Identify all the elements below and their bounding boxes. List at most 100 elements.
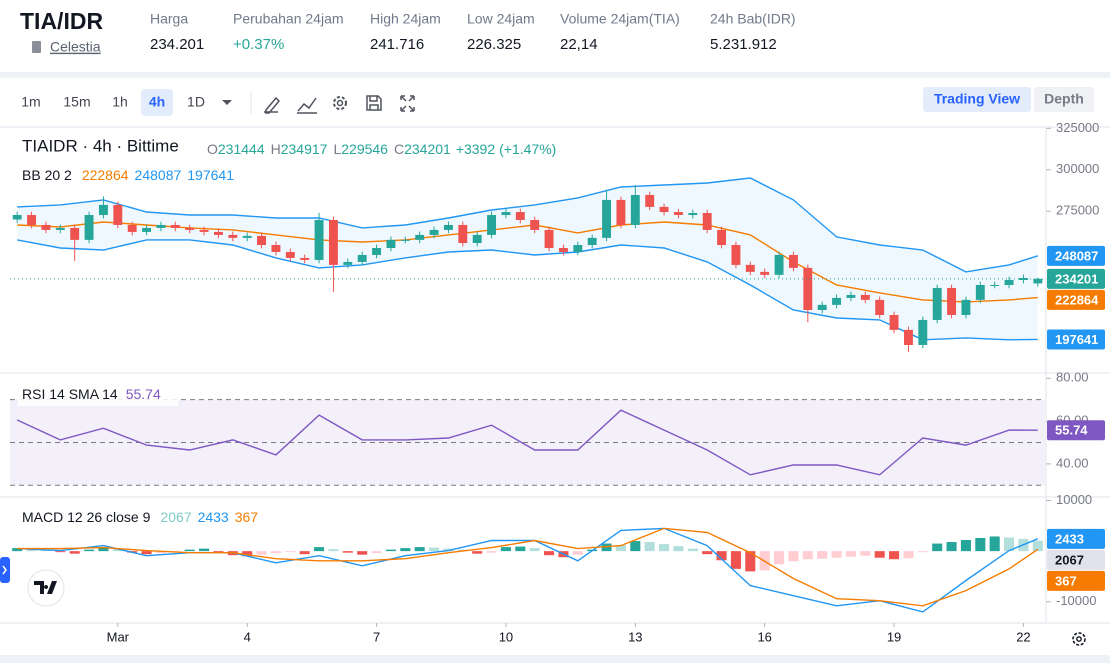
candle-body <box>185 227 195 230</box>
interval-button[interactable]: 15m <box>63 94 90 110</box>
candle-body <box>573 245 583 252</box>
interval-button[interactable]: 1h <box>112 94 128 110</box>
macd-histogram-bar <box>702 551 713 555</box>
draw-tool-icon[interactable] <box>264 96 281 114</box>
view-tab-label: Trading View <box>934 91 1020 107</box>
interval-dropdown[interactable] <box>222 100 232 105</box>
x-tick-label: 7 <box>373 629 380 644</box>
legend-row: BB 20 2 222864 248087 197641 <box>22 167 234 183</box>
y-tick-label: 10000 <box>1056 492 1092 507</box>
macd-histogram-bar <box>730 551 741 569</box>
interval-button[interactable]: 1D <box>187 94 205 110</box>
macd-histogram-bar <box>314 547 325 552</box>
chart-settings-core <box>1076 636 1082 642</box>
price-badge <box>1047 329 1105 350</box>
signal-line <box>17 527 1039 607</box>
candle-body <box>257 235 267 246</box>
price-badge-label: 55.74 <box>1055 423 1088 438</box>
macd-histogram-bar <box>12 548 23 552</box>
candle-body <box>817 304 827 311</box>
candle-body <box>271 245 281 252</box>
candle-body <box>1004 279 1014 285</box>
price-badge <box>1047 528 1105 549</box>
stat-label: Perubahan 24jam <box>233 11 344 27</box>
legend-row: MACD 12 26 close 9 2067 2433 367 <box>22 509 258 525</box>
legend-item: 229546 <box>341 141 388 157</box>
settings-icon[interactable] <box>333 96 347 110</box>
candle-body <box>213 231 223 235</box>
candle-body <box>415 234 425 240</box>
candle-body <box>587 237 597 246</box>
macd-histogram-bar <box>946 542 957 552</box>
candle-body <box>717 229 727 246</box>
coin-link[interactable]: Celestia <box>50 39 101 55</box>
view-tab[interactable] <box>1034 87 1094 112</box>
candle-body <box>645 194 655 207</box>
ticker-header <box>0 0 1110 72</box>
macd-histogram-bar <box>213 551 224 553</box>
price-badge-label: 222864 <box>1055 292 1099 307</box>
macd-histogram-bar <box>932 543 943 552</box>
macd-histogram-bar <box>256 551 267 555</box>
candle-body <box>41 224 51 230</box>
macd-histogram-bar <box>472 551 483 554</box>
coin-icon <box>32 41 41 53</box>
macd-histogram-bar <box>486 551 497 553</box>
candle-body <box>242 235 252 238</box>
candle-body <box>947 287 957 315</box>
candle-body <box>558 248 568 252</box>
side-panel-toggle[interactable] <box>0 557 10 583</box>
macd-histogram-bar <box>40 550 51 552</box>
macd-histogram-bar <box>55 551 66 553</box>
price-badge <box>1047 289 1105 310</box>
macd-histogram-bar <box>26 549 37 552</box>
chart-settings-icon[interactable] <box>1072 632 1086 646</box>
indicator-icon[interactable] <box>297 97 317 114</box>
candle-body <box>702 213 712 230</box>
x-tick-label: 4 <box>244 629 251 644</box>
chart-area <box>0 128 1110 655</box>
price-badge-label: 2433 <box>1055 531 1084 546</box>
macd-histogram-bar <box>817 551 828 559</box>
chart-title: TIAIDR · 4h · Bittime <box>22 136 179 155</box>
stat-label: High 24jam <box>370 11 441 27</box>
candle-body <box>199 229 209 232</box>
macd-histogram-bar <box>385 549 396 552</box>
legend-item: C <box>394 141 404 157</box>
candle-body <box>832 297 842 305</box>
candle-body <box>515 212 525 220</box>
candle-body <box>127 224 137 232</box>
price-badge <box>1047 549 1105 570</box>
stat-value: 234.201 <box>150 36 204 53</box>
candle-body <box>602 199 612 238</box>
price-badge <box>1047 268 1105 289</box>
candle-body <box>70 227 80 240</box>
candle-body <box>803 267 813 311</box>
legend-item: 234917 <box>281 141 328 157</box>
price-badge <box>1047 420 1105 441</box>
x-tick-label: 13 <box>628 629 642 644</box>
macd-histogram-bar <box>716 551 727 561</box>
fullscreen-icon[interactable] <box>400 95 415 112</box>
macd-histogram-bar <box>270 551 281 554</box>
candle-body <box>788 254 798 268</box>
x-tick-label: Mar <box>107 629 130 644</box>
macd-histogram-bar <box>615 545 626 552</box>
candle-body <box>774 254 784 275</box>
settings-icon-core <box>336 99 344 107</box>
candle-body <box>400 239 410 241</box>
view-tab[interactable] <box>923 87 1031 112</box>
candle-body <box>1033 278 1043 284</box>
candle-body <box>731 245 741 265</box>
macd-histogram-bar <box>371 551 382 554</box>
interval-button[interactable]: 1m <box>21 94 40 110</box>
save-icon[interactable] <box>366 95 382 111</box>
macd-histogram-bar <box>357 551 368 555</box>
view-tab-label: Depth <box>1044 91 1084 107</box>
candle-body <box>745 264 755 272</box>
legend-item: MACD 12 26 close 9 <box>22 509 151 525</box>
macd-histogram-bar <box>199 548 210 552</box>
macd-histogram-bar <box>1004 537 1015 552</box>
interval-button[interactable]: 4h <box>149 94 165 110</box>
